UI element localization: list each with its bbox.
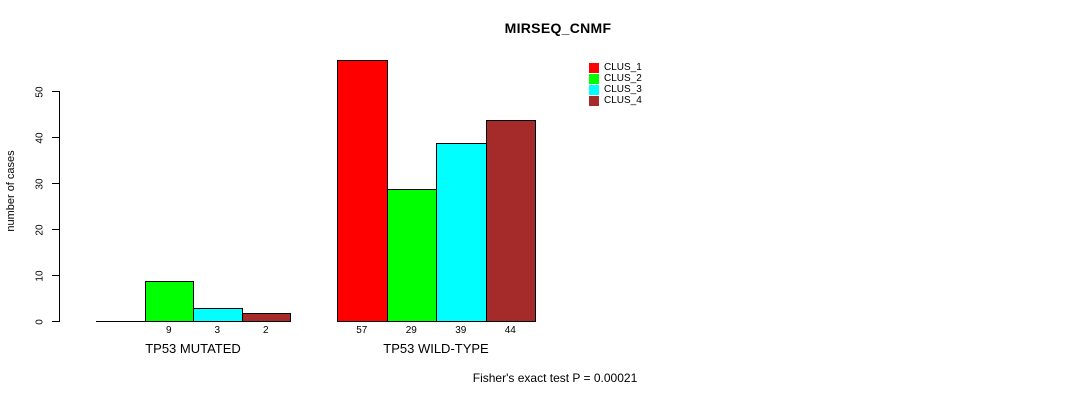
bar-clus-4-tp53-wild-type <box>485 120 536 322</box>
annotation-text: Fisher's exact test P = 0.00021 <box>472 371 638 385</box>
legend-item-clus-1: CLUS_1 <box>589 62 642 73</box>
y-tick-mark <box>52 229 60 230</box>
legend: CLUS_1 CLUS_2 CLUS_3 CLUS_4 <box>589 62 642 106</box>
y-tick-label: 0 <box>34 319 46 325</box>
y-axis-label: number of cases <box>5 150 17 232</box>
legend-swatch-clus-2 <box>589 73 599 84</box>
bar-value-label: 57 <box>356 325 368 336</box>
legend-item-clus-4: CLUS_4 <box>589 95 642 106</box>
legend-item-clus-3: CLUS_3 <box>589 84 642 95</box>
legend-label-clus-3: CLUS_3 <box>604 84 642 95</box>
legend-label-clus-1: CLUS_1 <box>604 62 642 73</box>
y-tick-label: 10 <box>34 270 46 282</box>
y-tick-label: 40 <box>34 132 46 144</box>
bar-value-label: 44 <box>504 325 516 336</box>
bar-clus-3-tp53-wild-type <box>436 143 487 322</box>
y-tick-mark <box>52 91 60 92</box>
y-axis-line <box>59 91 60 322</box>
y-tick-label: 30 <box>34 178 46 190</box>
chart-title: MIRSEQ_CNMF <box>504 20 612 36</box>
bar-value-label: 2 <box>262 325 269 336</box>
bar-value-label: 39 <box>455 325 467 336</box>
bar-clus-2-tp53-mutated <box>144 281 194 322</box>
legend-label-clus-2: CLUS_2 <box>604 73 642 84</box>
legend-swatch-clus-3 <box>589 84 599 95</box>
legend-swatch-clus-1 <box>589 62 599 73</box>
bar-value-label: 3 <box>214 325 221 336</box>
y-tick-mark <box>52 321 60 322</box>
legend-item-clus-2: CLUS_2 <box>589 73 642 84</box>
y-tick-label: 50 <box>34 86 46 98</box>
y-tick-label: 20 <box>34 224 46 236</box>
bar-value-label: 29 <box>405 325 417 336</box>
legend-label-clus-4: CLUS_4 <box>604 95 642 106</box>
legend-swatch-clus-4 <box>589 95 599 106</box>
x-group-label: TP53 MUTATED <box>145 341 241 356</box>
x-group-label: TP53 WILD-TYPE <box>383 341 489 356</box>
y-tick-mark <box>52 137 60 138</box>
bar-clus-2-tp53-wild-type <box>386 189 437 322</box>
bar-value-label: 9 <box>165 325 172 336</box>
y-tick-mark <box>52 275 60 276</box>
y-tick-mark <box>52 183 60 184</box>
bar-clus-4-tp53-mutated <box>241 313 291 322</box>
bar-clus-3-tp53-mutated <box>193 308 243 322</box>
bar-clus-1-tp53-wild-type <box>337 60 388 322</box>
